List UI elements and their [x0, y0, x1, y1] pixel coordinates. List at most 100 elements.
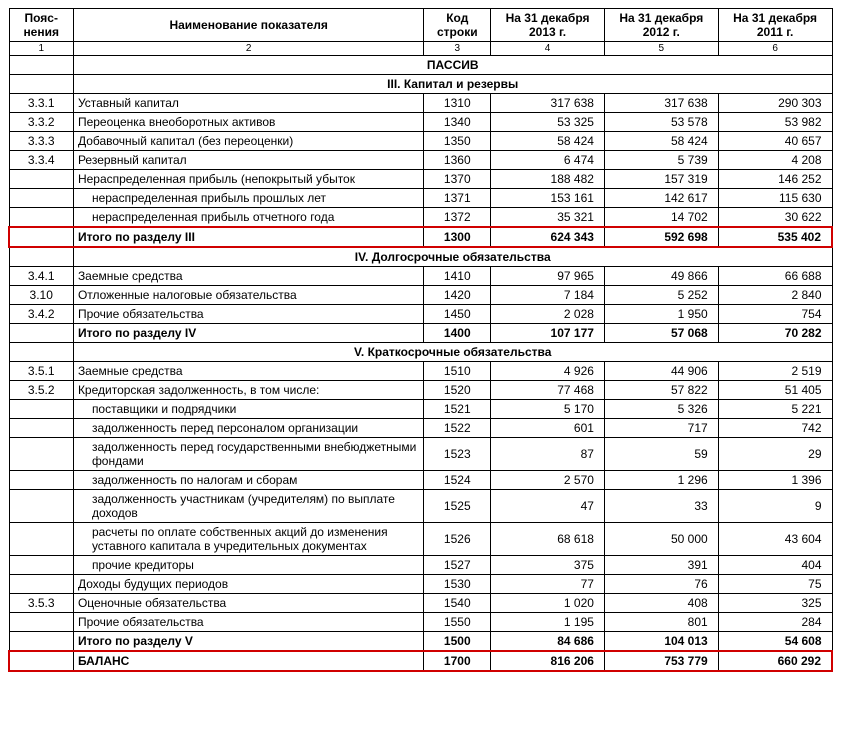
col-header-2013: На 31 декабря 2013 г. — [491, 9, 605, 42]
table-row: Прочие обязательства15501 195801284 — [9, 613, 832, 632]
col-header-name: Наименование показателя — [73, 9, 423, 42]
cell-v2011: 29 — [718, 438, 832, 471]
table-row: 3.5.3Оценочные обязательства15401 020408… — [9, 594, 832, 613]
cell-name: Нераспределенная прибыль (непокрытый убы… — [73, 170, 423, 189]
cell-code: 1527 — [424, 556, 491, 575]
cell-note — [9, 651, 73, 671]
balance-table: Пояс- нения Наименование показателя Код … — [8, 8, 833, 672]
cell-name: Заемные средства — [73, 267, 423, 286]
cell-v2012: 5 739 — [604, 151, 718, 170]
cell-name: Уставный капитал — [73, 94, 423, 113]
table-row: ПАССИВ — [9, 56, 832, 75]
cell-v2013: 7 184 — [491, 286, 605, 305]
cell-code: 1340 — [424, 113, 491, 132]
cell-code: 1530 — [424, 575, 491, 594]
cell-note — [9, 170, 73, 189]
cell-code: 1350 — [424, 132, 491, 151]
cell-v2013: 375 — [491, 556, 605, 575]
cell-v2013: 1 020 — [491, 594, 605, 613]
cell-v2013: 68 618 — [491, 523, 605, 556]
cell-note — [9, 490, 73, 523]
cell-v2011: 4 208 — [718, 151, 832, 170]
cell-note — [9, 419, 73, 438]
cell-code: 1360 — [424, 151, 491, 170]
cell-note — [9, 208, 73, 228]
cell-v2011: 284 — [718, 613, 832, 632]
cell-v2012: 5 252 — [604, 286, 718, 305]
table-body: ПАССИВIII. Капитал и резервы3.3.1Уставны… — [9, 56, 832, 672]
cell-code: 1300 — [424, 227, 491, 247]
cell-v2011: 66 688 — [718, 267, 832, 286]
cell-note — [9, 438, 73, 471]
cell-name: Доходы будущих периодов — [73, 575, 423, 594]
cell-v2012: 76 — [604, 575, 718, 594]
cell-name: Добавочный капитал (без переоценки) — [73, 132, 423, 151]
cell-v2013: 58 424 — [491, 132, 605, 151]
cell-v2013: 2 028 — [491, 305, 605, 324]
cell-name: нераспределенная прибыль прошлых лет — [73, 189, 423, 208]
cell-note — [9, 523, 73, 556]
cell-note — [9, 75, 73, 94]
cell-v2012: 58 424 — [604, 132, 718, 151]
cell-v2013: 6 474 — [491, 151, 605, 170]
cell-v2013: 5 170 — [491, 400, 605, 419]
cell-v2011: 40 657 — [718, 132, 832, 151]
table-row: 3.5.1Заемные средства15104 92644 9062 51… — [9, 362, 832, 381]
table-row: 3.4.2Прочие обязательства14502 0281 9507… — [9, 305, 832, 324]
cell-code: 1522 — [424, 419, 491, 438]
colnum-4: 4 — [491, 42, 605, 56]
cell-v2012: 57 068 — [604, 324, 718, 343]
table-row: Итого по разделу IV1400107 17757 06870 2… — [9, 324, 832, 343]
cell-code: 1372 — [424, 208, 491, 228]
cell-v2011: 325 — [718, 594, 832, 613]
cell-v2012: 592 698 — [604, 227, 718, 247]
cell-name: Отложенные налоговые обязательства — [73, 286, 423, 305]
cell-code: 1521 — [424, 400, 491, 419]
cell-code: 1525 — [424, 490, 491, 523]
cell-v2013: 35 321 — [491, 208, 605, 228]
cell-v2011: 5 221 — [718, 400, 832, 419]
cell-v2013: 317 638 — [491, 94, 605, 113]
cell-code: 1371 — [424, 189, 491, 208]
cell-code: 1526 — [424, 523, 491, 556]
cell-code: 1370 — [424, 170, 491, 189]
cell-v2012: 157 319 — [604, 170, 718, 189]
cell-note — [9, 471, 73, 490]
table-row: поставщики и подрядчики15215 1705 3265 2… — [9, 400, 832, 419]
cell-note — [9, 189, 73, 208]
cell-v2013: 47 — [491, 490, 605, 523]
cell-note — [9, 324, 73, 343]
cell-code: 1500 — [424, 632, 491, 652]
cell-note: 3.5.1 — [9, 362, 73, 381]
cell-v2013: 77 — [491, 575, 605, 594]
col-header-note: Пояс- нения — [9, 9, 73, 42]
cell-v2011: 404 — [718, 556, 832, 575]
cell-note — [9, 632, 73, 652]
table-row: Доходы будущих периодов1530777675 — [9, 575, 832, 594]
cell-v2011: 290 303 — [718, 94, 832, 113]
cell-v2011: 75 — [718, 575, 832, 594]
section-title: IV. Долгосрочные обязательства — [73, 247, 832, 267]
cell-name: Итого по разделу IV — [73, 324, 423, 343]
cell-v2013: 624 343 — [491, 227, 605, 247]
cell-v2012: 5 326 — [604, 400, 718, 419]
cell-name: Переоценка внеоборотных активов — [73, 113, 423, 132]
table-row: 3.5.2Кредиторская задолженность, в том ч… — [9, 381, 832, 400]
cell-v2012: 44 906 — [604, 362, 718, 381]
table-row: задолженность участникам (учредителям) п… — [9, 490, 832, 523]
cell-note: 3.5.3 — [9, 594, 73, 613]
cell-v2012: 53 578 — [604, 113, 718, 132]
cell-note — [9, 343, 73, 362]
cell-note — [9, 227, 73, 247]
table-row: 3.3.3Добавочный капитал (без переоценки)… — [9, 132, 832, 151]
table-row: Нераспределенная прибыль (непокрытый убы… — [9, 170, 832, 189]
section-title: V. Краткосрочные обязательства — [73, 343, 832, 362]
cell-v2011: 2 840 — [718, 286, 832, 305]
cell-note: 3.3.2 — [9, 113, 73, 132]
cell-v2011: 53 982 — [718, 113, 832, 132]
cell-v2012: 408 — [604, 594, 718, 613]
table-row: 3.4.1Заемные средства141097 96549 86666 … — [9, 267, 832, 286]
cell-note — [9, 247, 73, 267]
cell-name: Прочие обязательства — [73, 305, 423, 324]
cell-code: 1550 — [424, 613, 491, 632]
